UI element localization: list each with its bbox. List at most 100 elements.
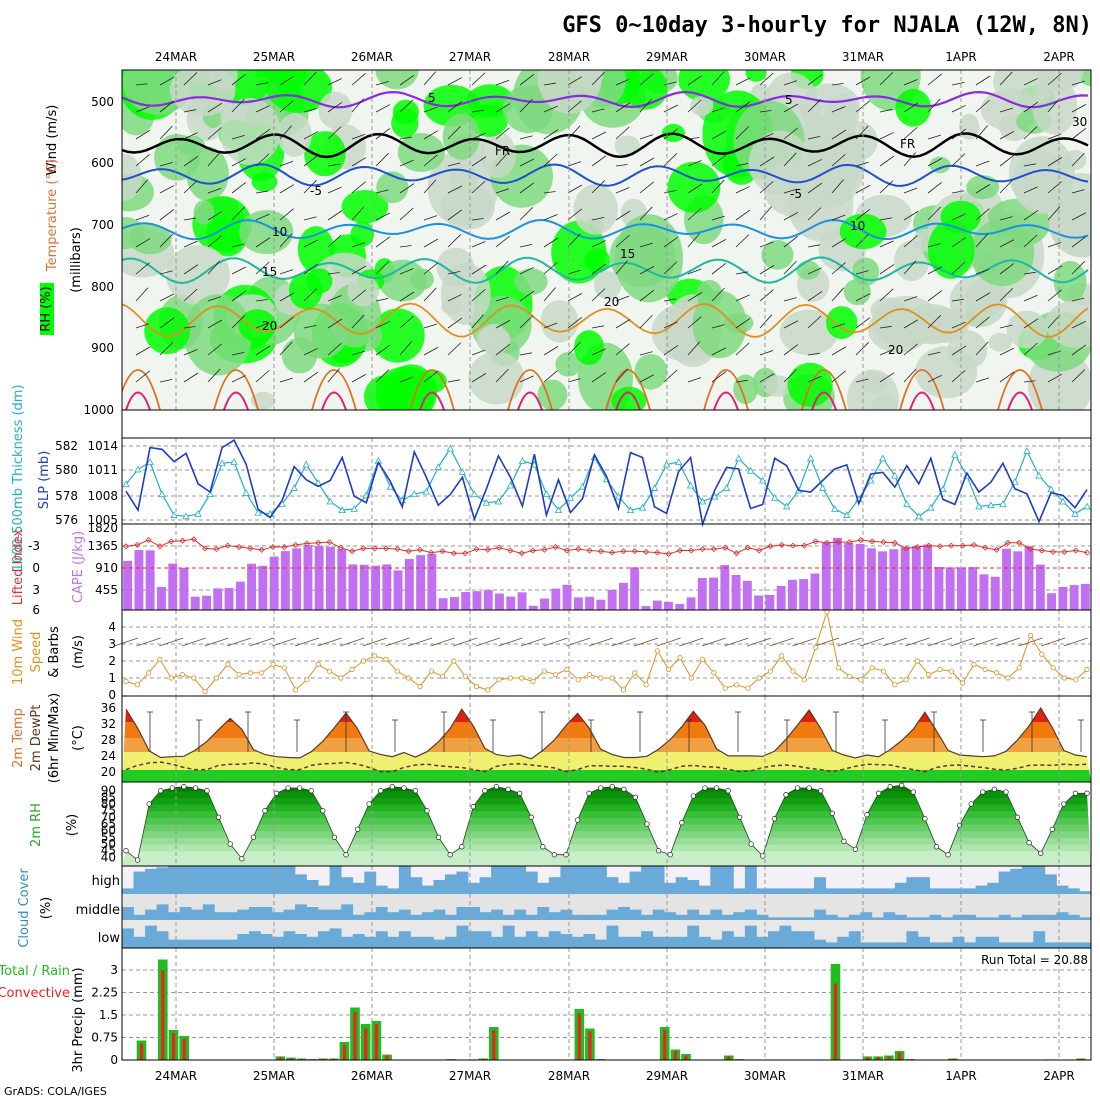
wind-speed-point (326, 668, 333, 674)
wind-barb (999, 347, 1014, 356)
wind-barb (159, 233, 173, 248)
cloud-cell (525, 871, 538, 894)
wind-barb (591, 325, 605, 329)
cloud-cell (179, 939, 192, 948)
wind-barb (375, 344, 391, 356)
cloud-cell (560, 866, 573, 894)
wind-barb (591, 348, 606, 356)
li-point (631, 548, 638, 555)
cloud-cell (998, 942, 1011, 948)
cloud-cell (329, 928, 342, 948)
wind-barb (615, 187, 630, 194)
cloud-cell (964, 942, 976, 948)
rh-cell (872, 295, 940, 348)
rh-cell (391, 108, 419, 138)
cape-bar (303, 545, 313, 610)
wind-barb (207, 79, 222, 86)
wind-speed-point (858, 677, 864, 683)
cloud-cell (468, 907, 480, 920)
wind-barb (255, 213, 270, 221)
wind-barb (1047, 289, 1062, 302)
rh2m-point (134, 857, 141, 863)
cloud-cell (248, 931, 261, 948)
cloud-cell (537, 936, 550, 948)
thickness-point (662, 460, 671, 468)
wind-barb (543, 237, 559, 248)
rh2m-point (320, 808, 326, 814)
wind-barb (905, 637, 930, 647)
wind-barb (1023, 234, 1038, 248)
rh2m-point (679, 820, 685, 826)
cape-bar (765, 595, 775, 610)
wind-barb (327, 126, 342, 140)
li-line (125, 538, 1088, 555)
wind-speed-point (496, 677, 502, 683)
precip-conv-bar (161, 970, 165, 1060)
wind-barb (495, 127, 510, 140)
wind-barb (423, 238, 439, 248)
wind-barb (1071, 104, 1087, 113)
cloud-cell (894, 914, 907, 920)
wind-barb (543, 637, 568, 647)
cape-bar (833, 537, 842, 610)
cloud-cell (156, 904, 169, 920)
wind-barb (231, 290, 247, 302)
cape-bar (630, 567, 640, 610)
wind-barb (927, 158, 943, 167)
wind-barb (423, 215, 438, 221)
cloud-cell (1067, 942, 1080, 948)
y-axis-label-dewpt: 2m DewPt (29, 705, 44, 772)
y-tick-label: 36 (101, 701, 116, 715)
thickness-point (542, 490, 551, 497)
wind-barb (735, 379, 748, 383)
wind-barb (183, 264, 199, 275)
cloud-cell (514, 866, 527, 894)
wind-barb (879, 240, 894, 248)
y-tick-label-left: 578 (55, 489, 78, 503)
cloud-cell (606, 877, 619, 894)
wind-barb (279, 160, 294, 167)
cloud-cell (710, 866, 723, 894)
wind-barb (831, 287, 845, 302)
wind-barb (639, 266, 655, 275)
rh-cell (678, 70, 730, 102)
cloud-cell (744, 866, 757, 894)
wind-barb (687, 233, 700, 248)
wind-barb (471, 156, 487, 167)
wind-barb (687, 160, 702, 167)
cloud-cell (733, 888, 746, 894)
cloud-cell (410, 877, 423, 894)
cloud-cell (352, 882, 365, 894)
rh-cell (476, 325, 511, 354)
rh-cell (882, 311, 905, 329)
li-cape-panel: -3 0 3 6 1820 1365 910 455 Lifted Index CAPE (J/k… (11, 521, 1092, 617)
wind-barb (831, 323, 846, 329)
cloud-cell (225, 866, 238, 894)
cape-bar (675, 603, 685, 610)
cloud-cell (537, 882, 550, 894)
wind-speed-point (372, 653, 378, 659)
rh-cell (480, 131, 517, 178)
wind-barb (611, 637, 636, 647)
cape-bar (855, 544, 865, 610)
cloud-cell (883, 912, 896, 920)
wind-barb (327, 186, 342, 194)
wind-barb (1071, 369, 1086, 383)
thickness-point (1059, 497, 1067, 505)
cloud-cell (768, 931, 780, 948)
thickness-point (722, 484, 731, 491)
cloud-cell (710, 939, 723, 948)
wind-barb (951, 345, 967, 356)
thickness-point (698, 497, 707, 505)
thickness-point (410, 490, 418, 497)
rh2m-band (122, 797, 1091, 805)
wind-barb (159, 637, 184, 647)
cape-bar (157, 587, 166, 610)
wind-barb (711, 215, 725, 221)
rh2m-point (239, 856, 245, 862)
cloud-cell (1010, 942, 1023, 948)
rh2m-point (227, 841, 233, 847)
wind-barb (183, 288, 198, 302)
wind-barb (327, 234, 342, 248)
rh2m-band (122, 810, 1091, 818)
